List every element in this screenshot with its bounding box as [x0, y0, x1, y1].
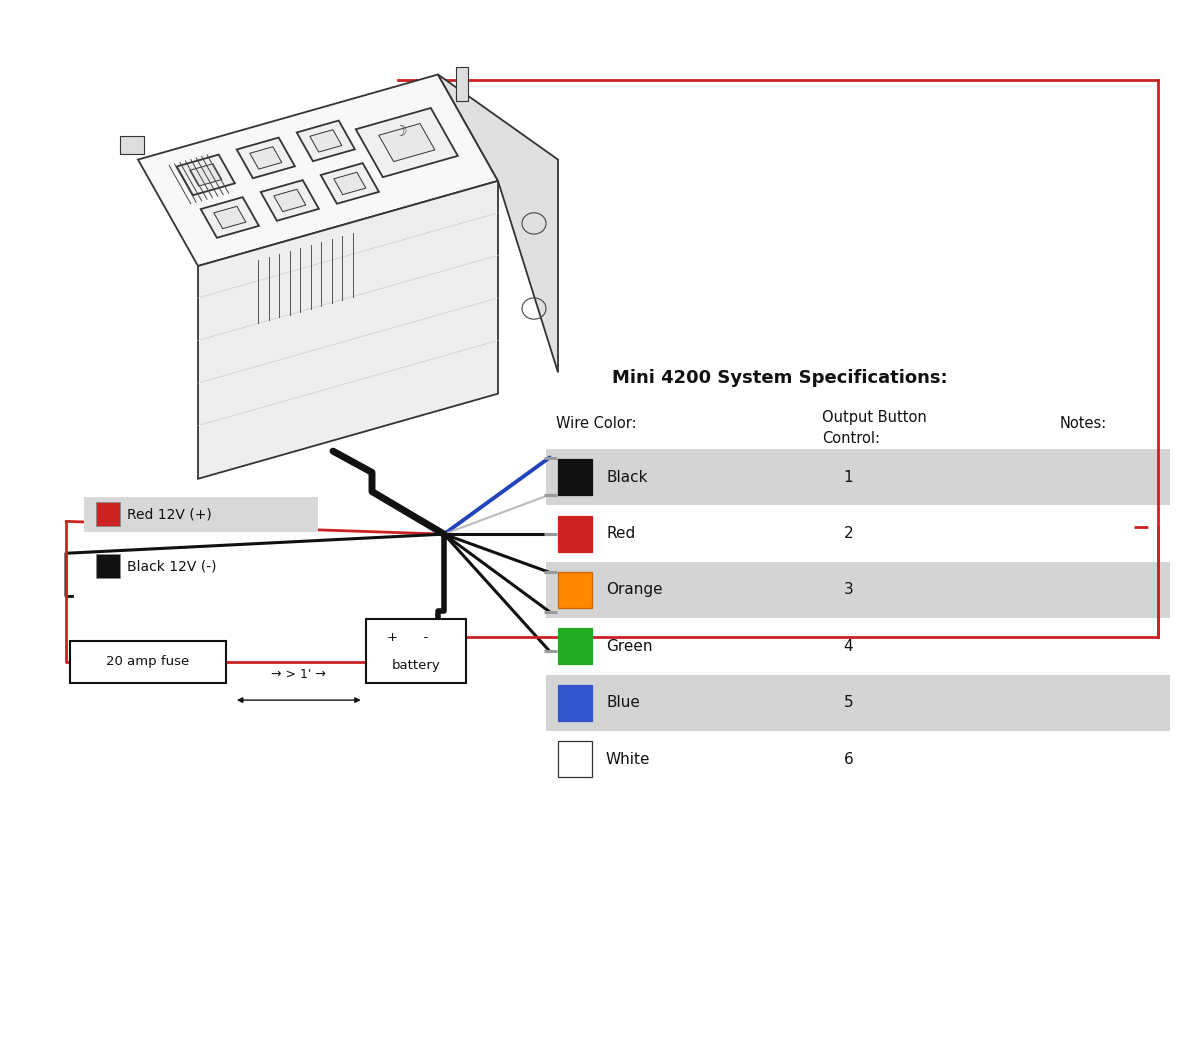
FancyBboxPatch shape — [546, 449, 1170, 505]
FancyBboxPatch shape — [558, 460, 592, 495]
Text: 4: 4 — [844, 638, 853, 654]
Text: White: White — [606, 751, 650, 767]
Polygon shape — [260, 180, 319, 221]
Polygon shape — [320, 163, 379, 204]
Polygon shape — [190, 164, 222, 186]
Polygon shape — [310, 130, 342, 152]
Text: Output Button: Output Button — [822, 410, 926, 425]
FancyBboxPatch shape — [96, 502, 120, 526]
Text: Red: Red — [606, 526, 635, 542]
Text: Mini 4200 System Specifications:: Mini 4200 System Specifications: — [612, 369, 948, 386]
Polygon shape — [250, 147, 282, 169]
FancyBboxPatch shape — [546, 675, 1170, 731]
FancyBboxPatch shape — [546, 562, 1170, 618]
Polygon shape — [456, 67, 468, 101]
Polygon shape — [296, 120, 355, 161]
FancyBboxPatch shape — [558, 572, 592, 608]
FancyBboxPatch shape — [70, 641, 226, 683]
FancyBboxPatch shape — [558, 685, 592, 720]
FancyBboxPatch shape — [558, 629, 592, 664]
Polygon shape — [214, 206, 246, 229]
Text: +      -: + - — [388, 631, 428, 644]
Polygon shape — [236, 137, 295, 179]
FancyBboxPatch shape — [558, 742, 592, 777]
Text: 20 amp fuse: 20 amp fuse — [106, 655, 190, 668]
Text: Black: Black — [606, 469, 648, 485]
Polygon shape — [379, 123, 434, 162]
Text: Notes:: Notes: — [1060, 416, 1106, 431]
Text: ☽: ☽ — [394, 124, 408, 139]
Polygon shape — [138, 74, 498, 266]
Polygon shape — [355, 107, 458, 177]
Polygon shape — [274, 189, 306, 212]
Text: battery: battery — [391, 659, 440, 671]
Text: Wire Color:: Wire Color: — [556, 416, 636, 431]
Polygon shape — [200, 197, 259, 238]
Polygon shape — [176, 154, 235, 196]
FancyBboxPatch shape — [96, 554, 120, 578]
Text: → > 1' →: → > 1' → — [271, 668, 326, 681]
Text: Red 12V (+): Red 12V (+) — [127, 508, 212, 521]
Text: 6: 6 — [844, 751, 853, 767]
Polygon shape — [438, 74, 558, 372]
Text: 1: 1 — [844, 469, 853, 485]
Text: Orange: Orange — [606, 582, 662, 598]
FancyBboxPatch shape — [558, 516, 592, 551]
FancyBboxPatch shape — [366, 619, 466, 683]
Text: Control:: Control: — [822, 431, 880, 446]
Text: 3: 3 — [844, 582, 853, 598]
Polygon shape — [198, 181, 498, 479]
Text: 2: 2 — [844, 526, 853, 542]
Text: Black 12V (-): Black 12V (-) — [127, 559, 217, 573]
Polygon shape — [120, 136, 144, 154]
Polygon shape — [334, 172, 366, 195]
Text: Blue: Blue — [606, 695, 640, 711]
Text: Green: Green — [606, 638, 653, 654]
FancyBboxPatch shape — [84, 497, 318, 532]
Text: 5: 5 — [844, 695, 853, 711]
